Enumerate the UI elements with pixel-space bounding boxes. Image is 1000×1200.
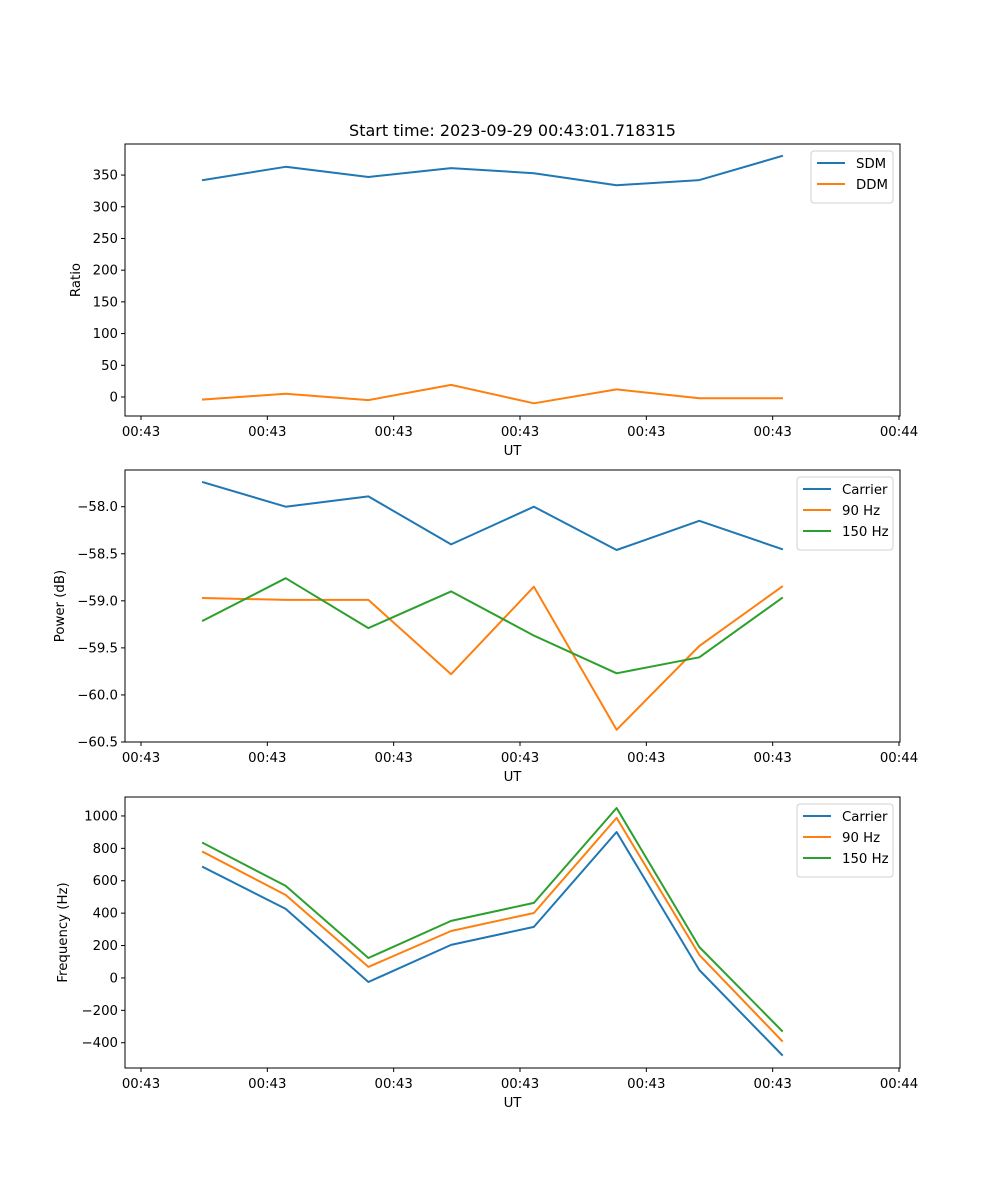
legend-label: 150 Hz <box>842 525 889 540</box>
x-tick-label: 00:43 <box>122 1077 160 1092</box>
legend-label: DDM <box>856 178 888 193</box>
legend-label: 150 Hz <box>842 852 889 867</box>
y-tick-label: 350 <box>93 169 118 184</box>
series-line-carrier <box>201 831 784 1057</box>
legend-label: 90 Hz <box>842 504 880 519</box>
x-tick-label: 00:43 <box>122 751 160 766</box>
x-tick-label: 00:44 <box>880 1077 918 1092</box>
x-tick-label: 00:43 <box>375 751 413 766</box>
chart-title: Start time: 2023-09-29 00:43:01.718315 <box>349 121 676 140</box>
y-tick-label: 200 <box>93 264 118 279</box>
y-tick-label: −59.0 <box>77 594 118 609</box>
x-tick-label: 00:43 <box>754 751 792 766</box>
axes-frame <box>124 796 901 1069</box>
panel-3: −400 −200 0 200 400 600 800 1000 00:43 00:43 00:43… <box>56 796 918 1111</box>
x-tick-label: 00:43 <box>248 751 286 766</box>
y-tick-label: 50 <box>101 359 118 374</box>
x-tick-label: 00:43 <box>627 751 665 766</box>
legend-label: Carrier <box>842 483 888 498</box>
x-tick-label: 00:43 <box>248 1077 286 1092</box>
y-tick-label: −400 <box>81 1036 118 1051</box>
y-tick-label: 250 <box>93 232 118 247</box>
y-tick-label: −59.5 <box>77 641 118 656</box>
panel-2: −60.5 −60.0 −59.5 −59.0 −58.5 −58.0 00:43 00:43… <box>53 469 918 785</box>
y-tick-label: −60.0 <box>77 688 118 703</box>
legend: Carrier 90 Hz 150 Hz <box>796 803 894 878</box>
y-tick-label: 800 <box>93 842 118 857</box>
x-tick-label: 00:43 <box>501 1077 539 1092</box>
x-tick-label: 00:43 <box>501 425 539 440</box>
x-axis-label: UT <box>504 770 523 785</box>
y-tick-label: −60.5 <box>77 736 118 751</box>
series-line-90-hz <box>201 816 784 1043</box>
axes-frame <box>124 143 901 417</box>
y-tick-label: 150 <box>93 295 118 310</box>
series-line-150-hz <box>201 807 784 1033</box>
y-axis-label: Frequency (Hz) <box>56 882 71 982</box>
y-tick-label: 0 <box>110 390 118 405</box>
x-tick-label: 00:43 <box>375 1077 413 1092</box>
y-tick-label: 600 <box>93 874 118 889</box>
y-tick-label: 400 <box>93 907 118 922</box>
series-line-150-hz <box>201 577 784 675</box>
y-tick-label: −58.5 <box>77 547 118 562</box>
y-axis-label: Power (dB) <box>53 570 68 642</box>
x-tick-label: 00:43 <box>122 425 160 440</box>
legend: Carrier 90 Hz 150 Hz <box>796 476 894 551</box>
series-line-ddm <box>201 383 783 405</box>
series-line-sdm <box>201 154 784 187</box>
y-tick-label: 200 <box>93 939 118 954</box>
y-tick-label: −58.0 <box>77 500 118 515</box>
x-tick-label: 00:43 <box>248 425 286 440</box>
x-tick-label: 00:43 <box>627 1077 665 1092</box>
x-axis-label: UT <box>504 444 523 459</box>
axes-frame <box>124 469 901 743</box>
x-tick-label: 00:43 <box>754 1077 792 1092</box>
x-tick-label: 00:44 <box>880 751 918 766</box>
y-axis-label: Ratio <box>69 263 84 297</box>
x-tick-label: 00:43 <box>627 425 665 440</box>
series-line-carrier <box>201 480 784 551</box>
legend-label: SDM <box>856 157 886 172</box>
x-tick-label: 00:43 <box>501 751 539 766</box>
x-tick-label: 00:44 <box>880 425 918 440</box>
legend: SDM DDM <box>810 150 894 204</box>
x-tick-label: 00:43 <box>375 425 413 440</box>
legend-label: Carrier <box>842 810 888 825</box>
y-tick-label: 100 <box>93 327 118 342</box>
y-tick-label: 300 <box>93 200 118 215</box>
panel-1: 0 50 100 150 200 250 300 350 00:43 00:43 00:43 00:4… <box>69 143 918 459</box>
x-axis-label: UT <box>504 1096 523 1111</box>
legend-label: 90 Hz <box>842 831 880 846</box>
x-tick-label: 00:43 <box>754 425 792 440</box>
y-tick-label: −200 <box>81 1004 118 1019</box>
y-tick-label: 1000 <box>84 809 118 824</box>
y-tick-label: 0 <box>110 971 118 986</box>
